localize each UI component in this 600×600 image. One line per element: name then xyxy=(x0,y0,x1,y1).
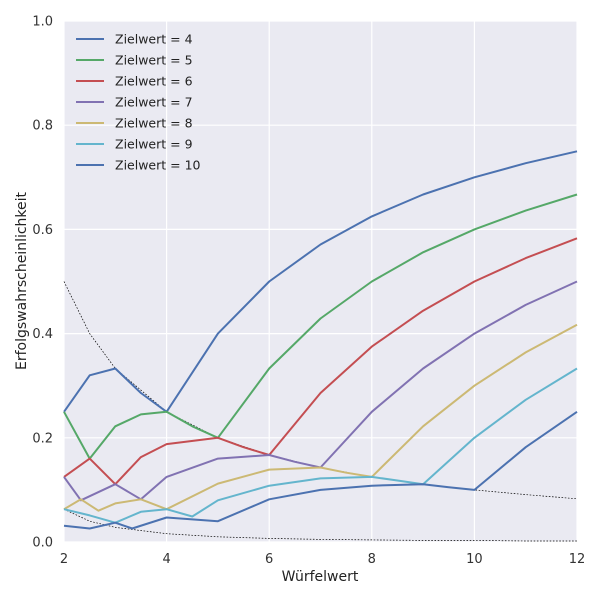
y-tick-label: 0.2 xyxy=(32,431,53,446)
series-line-7 xyxy=(63,410,578,530)
x-tick-labels: 2 4 6 8 10 12 xyxy=(60,552,585,567)
y-axis-label: Erfolgswahrscheinlichkeit xyxy=(14,191,30,370)
y-tick-label: 0.8 xyxy=(32,119,53,134)
series-line-3 xyxy=(63,237,578,486)
y-tick-label: 0.6 xyxy=(32,223,53,238)
series-line-4 xyxy=(63,280,578,502)
series-line-6 xyxy=(63,367,578,524)
y-tick-label: 0.4 xyxy=(32,327,53,342)
legend: Zielwert = 4 Zielwert = 5 Zielwert = 6 Ziel… xyxy=(76,32,201,173)
series-line-2 xyxy=(63,193,578,460)
y-tick-labels: 0.0 0.2 0.4 0.6 0.8 1.0 xyxy=(32,15,53,551)
reference-line xyxy=(63,508,577,542)
x-tick-label: 12 xyxy=(569,552,586,567)
x-tick-label: 6 xyxy=(265,552,273,567)
legend-label: Zielwert = 8 xyxy=(115,116,193,131)
x-tick-label: 2 xyxy=(60,552,68,567)
plot-area xyxy=(64,21,577,542)
legend-label: Zielwert = 6 xyxy=(115,74,193,89)
series-line-5 xyxy=(63,323,578,512)
x-axis-label: Würfelwert xyxy=(282,569,359,585)
reference-line xyxy=(63,281,578,500)
legend-label: Zielwert = 10 xyxy=(115,158,201,173)
y-tick-label: 1.0 xyxy=(32,15,53,30)
series-layer xyxy=(63,150,578,542)
series-line-1 xyxy=(63,150,578,413)
x-tick-label: 4 xyxy=(162,552,170,567)
x-tick-label: 8 xyxy=(368,552,376,567)
legend-label: Zielwert = 9 xyxy=(115,137,193,152)
legend-label: Zielwert = 5 xyxy=(115,53,193,68)
y-tick-label: 0.0 xyxy=(32,536,53,551)
x-tick-label: 10 xyxy=(466,552,483,567)
legend-label: Zielwert = 4 xyxy=(115,32,193,47)
legend-label: Zielwert = 7 xyxy=(115,95,193,110)
